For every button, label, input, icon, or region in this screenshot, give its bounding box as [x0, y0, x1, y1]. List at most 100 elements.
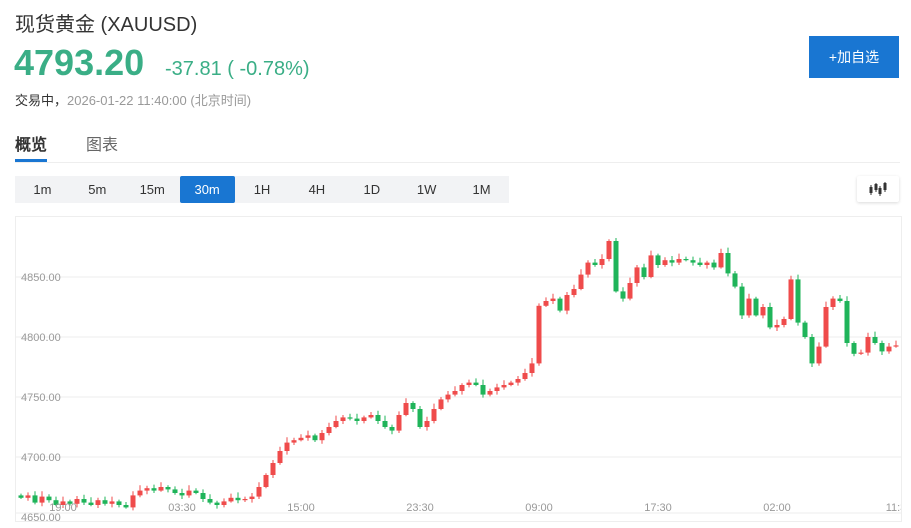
candle-body — [109, 501, 115, 504]
candle — [67, 499, 73, 506]
candle-body — [536, 305, 542, 364]
candle — [606, 239, 612, 262]
candle — [872, 331, 878, 345]
candle-body — [389, 427, 395, 431]
candle — [207, 494, 213, 505]
candle — [774, 319, 780, 331]
candle — [298, 434, 304, 442]
candle — [823, 301, 829, 348]
candle — [95, 497, 101, 508]
candle — [760, 304, 766, 319]
candle-body — [424, 421, 430, 427]
x-tick-label: 02:00 — [763, 502, 791, 514]
candle-body — [326, 427, 332, 433]
candle-body — [557, 298, 563, 311]
candle-body — [438, 399, 444, 409]
interval-1m[interactable]: 1m — [33, 182, 52, 197]
candle — [739, 283, 745, 319]
candle — [235, 492, 241, 504]
candle-body — [774, 325, 780, 328]
active-tab-indicator — [15, 159, 47, 162]
candle-body — [648, 255, 654, 277]
candle — [620, 287, 626, 302]
interval-5m[interactable]: 5m — [88, 182, 107, 197]
candle-body — [641, 267, 647, 277]
candle — [137, 485, 143, 498]
candle — [53, 496, 59, 507]
x-tick-label: 17:30 — [644, 502, 672, 514]
candle-body — [760, 307, 766, 316]
interval-30m[interactable]: 30m — [179, 176, 235, 203]
x-tick-label: 11:3 — [886, 502, 902, 514]
interval-1mo[interactable]: 1M — [472, 182, 491, 197]
candle — [151, 484, 157, 493]
candle-body — [767, 307, 773, 328]
chart-type-button[interactable] — [857, 176, 899, 202]
candle-body — [417, 409, 423, 427]
candle-body — [543, 301, 549, 306]
candle-body — [235, 497, 241, 501]
candle — [172, 486, 178, 495]
interval-1w[interactable]: 1W — [416, 182, 437, 197]
candle-body — [319, 433, 325, 441]
candle-body — [32, 495, 38, 503]
candle-body — [571, 289, 577, 295]
candle-body — [60, 501, 66, 505]
candle — [326, 422, 332, 436]
candle-body — [704, 262, 710, 265]
tab-overview[interactable]: 概览 — [15, 137, 48, 154]
candle-body — [88, 502, 94, 505]
x-tick-label: 15:00 — [287, 502, 315, 514]
candle-body — [599, 259, 605, 265]
interval-15m[interactable]: 15m — [139, 182, 165, 197]
candle — [417, 406, 423, 429]
candle-body — [865, 337, 871, 353]
add-to-watchlist-button[interactable]: +加自选 — [809, 36, 899, 78]
candle-body — [627, 283, 633, 299]
candle — [837, 295, 843, 303]
candle — [746, 293, 752, 318]
candle-body — [508, 382, 514, 385]
candle-body — [396, 415, 402, 431]
candle-body — [522, 373, 528, 379]
candle — [116, 499, 122, 508]
candle-body — [172, 489, 178, 493]
status-label: 交易中， — [15, 93, 68, 108]
candle — [347, 413, 353, 421]
candle — [487, 388, 493, 397]
candle — [844, 296, 850, 347]
candlestick-chart[interactable]: 4650.00 4700.00 4750.00 4800.00 4850.00 19:00… — [15, 216, 902, 522]
candle — [123, 502, 129, 509]
candle — [690, 256, 696, 266]
interval-1h[interactable]: 1H — [253, 182, 271, 197]
candle — [655, 253, 661, 268]
candle-body — [193, 490, 199, 493]
candle-body — [46, 496, 52, 501]
candle-body — [18, 495, 24, 498]
candle — [718, 248, 724, 269]
candle — [214, 500, 220, 509]
candle — [277, 446, 283, 465]
candle-body — [858, 352, 864, 354]
candle — [25, 492, 31, 501]
candle-body — [123, 505, 129, 508]
candle — [88, 497, 94, 507]
interval-4h[interactable]: 4H — [308, 182, 326, 197]
candle — [284, 437, 290, 455]
candle — [858, 349, 864, 355]
x-tick-label: 23:30 — [406, 502, 434, 514]
candle — [781, 316, 787, 328]
interval-1d[interactable]: 1D — [363, 182, 381, 197]
candle — [410, 401, 416, 412]
candle — [585, 260, 591, 278]
candle-body — [487, 391, 493, 395]
candle-body — [249, 496, 255, 499]
candle-body — [347, 417, 353, 419]
candle — [515, 376, 521, 386]
candle-body — [284, 442, 290, 451]
candle — [648, 250, 654, 279]
candle-body — [711, 262, 717, 268]
candle-body — [893, 345, 899, 347]
candle-body — [718, 253, 724, 268]
tab-chart[interactable]: 图表 — [86, 137, 119, 154]
